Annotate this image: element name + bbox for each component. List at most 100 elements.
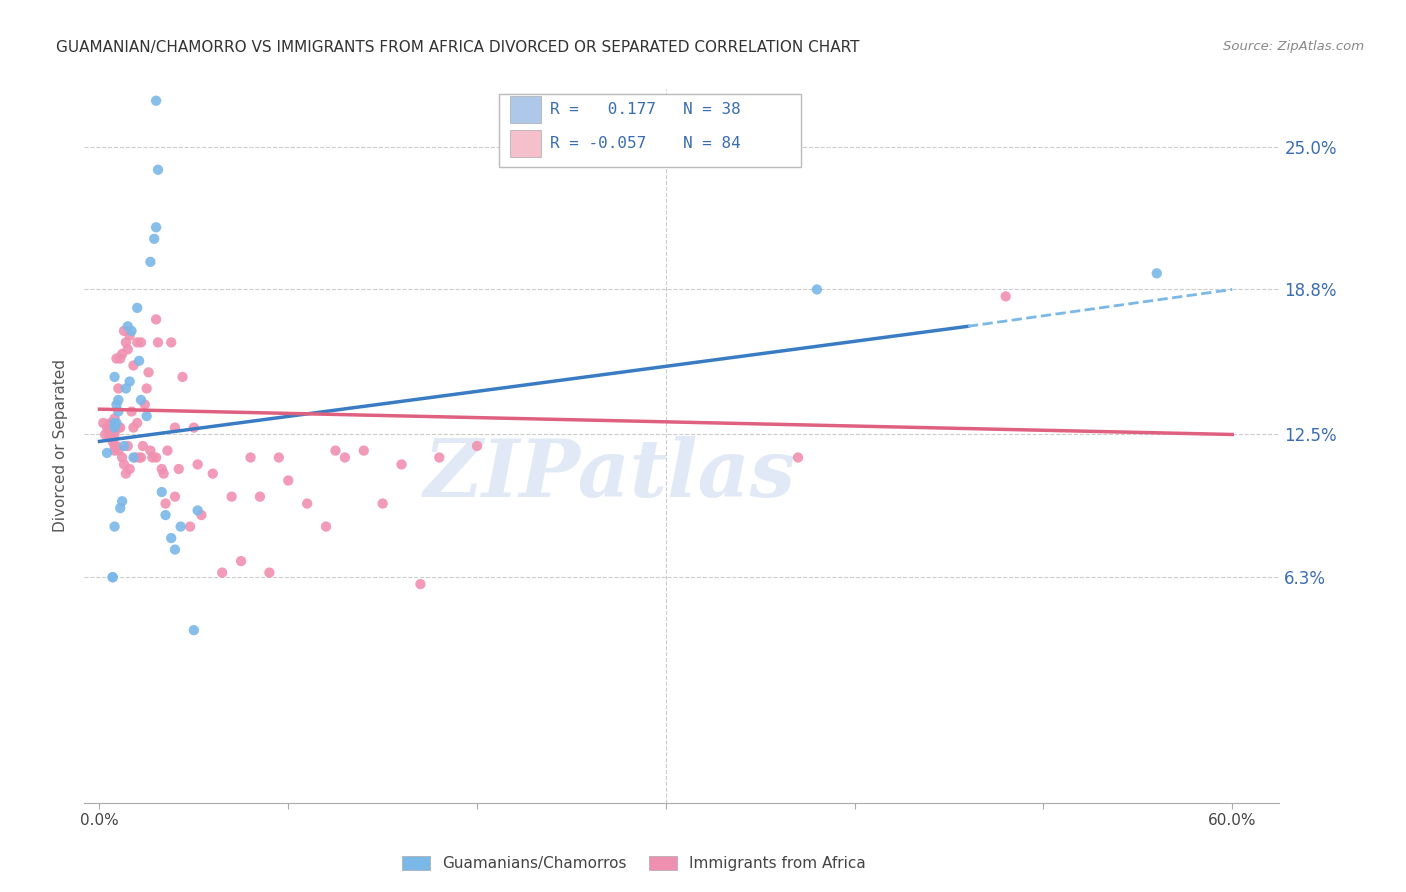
Point bbox=[152, 467, 174, 481]
Point bbox=[115, 381, 138, 395]
Point bbox=[97, 420, 120, 434]
Point bbox=[172, 370, 194, 384]
Point bbox=[139, 443, 162, 458]
Point bbox=[211, 566, 233, 580]
Point bbox=[229, 554, 252, 568]
Point bbox=[117, 319, 139, 334]
Point bbox=[139, 255, 162, 269]
Point bbox=[155, 497, 177, 511]
Text: N = 84: N = 84 bbox=[683, 136, 741, 151]
Point bbox=[115, 335, 138, 350]
Text: ZIPatlas: ZIPatlas bbox=[425, 436, 796, 513]
Point bbox=[112, 458, 135, 472]
Point bbox=[163, 542, 186, 557]
Text: N = 38: N = 38 bbox=[683, 103, 741, 117]
Point bbox=[124, 450, 146, 465]
Point bbox=[155, 508, 177, 522]
Point bbox=[101, 434, 124, 449]
Text: GUAMANIAN/CHAMORRO VS IMMIGRANTS FROM AFRICA DIVORCED OR SEPARATED CORRELATION C: GUAMANIAN/CHAMORRO VS IMMIGRANTS FROM AF… bbox=[56, 40, 859, 55]
Point bbox=[103, 519, 125, 533]
Point bbox=[117, 343, 139, 357]
Point bbox=[138, 365, 160, 379]
Point bbox=[129, 392, 152, 407]
Point bbox=[295, 497, 318, 511]
Point bbox=[107, 404, 129, 418]
Point bbox=[146, 162, 169, 177]
Point bbox=[107, 420, 129, 434]
Point bbox=[187, 458, 209, 472]
Point bbox=[134, 398, 156, 412]
Point bbox=[325, 443, 347, 458]
Point bbox=[105, 398, 128, 412]
Point bbox=[94, 427, 117, 442]
Point bbox=[249, 490, 271, 504]
Point bbox=[160, 531, 183, 545]
Point bbox=[187, 503, 209, 517]
Point bbox=[110, 420, 132, 434]
Point bbox=[96, 420, 118, 434]
Point bbox=[105, 416, 128, 430]
Point bbox=[97, 427, 120, 442]
Point bbox=[169, 519, 191, 533]
Point bbox=[101, 427, 124, 442]
Point bbox=[127, 416, 149, 430]
Point bbox=[994, 289, 1017, 303]
Point bbox=[122, 359, 145, 373]
Point bbox=[121, 404, 143, 418]
Point bbox=[103, 416, 125, 430]
Point bbox=[179, 519, 201, 533]
Point bbox=[315, 519, 337, 533]
Point bbox=[110, 351, 132, 366]
Point bbox=[101, 570, 124, 584]
Point bbox=[145, 94, 167, 108]
Point bbox=[105, 439, 128, 453]
Point bbox=[111, 494, 134, 508]
Y-axis label: Divorced or Separated: Divorced or Separated bbox=[53, 359, 69, 533]
Point bbox=[122, 420, 145, 434]
Point bbox=[107, 392, 129, 407]
Point bbox=[150, 485, 173, 500]
Point bbox=[183, 420, 205, 434]
Point bbox=[141, 450, 163, 465]
Point bbox=[150, 462, 173, 476]
Point bbox=[183, 623, 205, 637]
Point bbox=[128, 450, 150, 465]
Point bbox=[117, 439, 139, 453]
Point bbox=[427, 450, 450, 465]
Point bbox=[118, 375, 141, 389]
Point bbox=[190, 508, 212, 522]
Point bbox=[107, 443, 129, 458]
Point bbox=[103, 420, 125, 434]
Point bbox=[103, 411, 125, 425]
Point bbox=[103, 439, 125, 453]
Point bbox=[101, 416, 124, 430]
Point bbox=[112, 324, 135, 338]
Point bbox=[806, 283, 828, 297]
Point bbox=[103, 427, 125, 442]
Point bbox=[132, 439, 155, 453]
Point bbox=[110, 501, 132, 516]
Point bbox=[259, 566, 281, 580]
Point bbox=[239, 450, 262, 465]
Point bbox=[163, 420, 186, 434]
Point bbox=[371, 497, 394, 511]
Point bbox=[135, 381, 157, 395]
Text: R = -0.057: R = -0.057 bbox=[550, 136, 645, 151]
Point bbox=[103, 443, 125, 458]
Point bbox=[115, 467, 138, 481]
Point bbox=[201, 467, 224, 481]
Point bbox=[353, 443, 375, 458]
Point bbox=[391, 458, 413, 472]
Point bbox=[111, 347, 134, 361]
Point bbox=[160, 335, 183, 350]
Point bbox=[129, 450, 152, 465]
Point bbox=[118, 462, 141, 476]
Point bbox=[143, 232, 166, 246]
Point bbox=[122, 450, 145, 465]
Point bbox=[267, 450, 290, 465]
Point bbox=[118, 328, 141, 343]
Legend: Guamanians/Chamorros, Immigrants from Africa: Guamanians/Chamorros, Immigrants from Af… bbox=[396, 850, 872, 877]
Point bbox=[156, 443, 179, 458]
Point bbox=[167, 462, 190, 476]
Point bbox=[163, 490, 186, 504]
